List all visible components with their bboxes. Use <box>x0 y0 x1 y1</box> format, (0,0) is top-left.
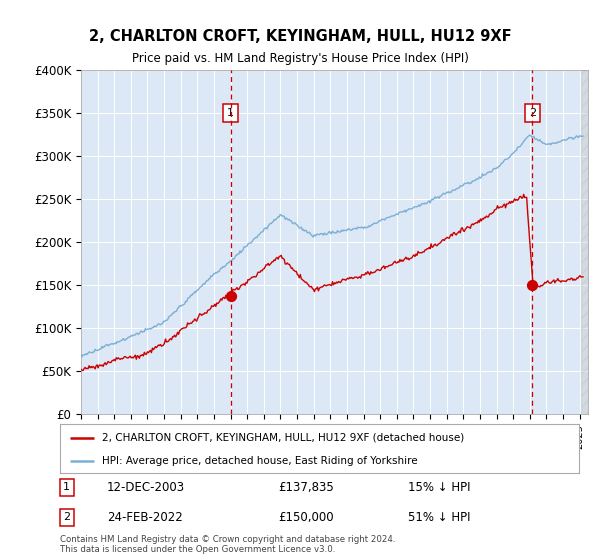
Text: 12-DEC-2003: 12-DEC-2003 <box>107 481 185 494</box>
Text: HPI: Average price, detached house, East Riding of Yorkshire: HPI: Average price, detached house, East… <box>101 456 417 466</box>
Text: Contains HM Land Registry data © Crown copyright and database right 2024.
This d: Contains HM Land Registry data © Crown c… <box>60 535 395 554</box>
Text: 1: 1 <box>227 108 234 118</box>
Point <box>527 281 537 290</box>
Text: 2, CHARLTON CROFT, KEYINGHAM, HULL, HU12 9XF (detached house): 2, CHARLTON CROFT, KEYINGHAM, HULL, HU12… <box>101 433 464 443</box>
Point <box>226 291 235 300</box>
Text: 15% ↓ HPI: 15% ↓ HPI <box>408 481 470 494</box>
Text: £150,000: £150,000 <box>278 511 334 524</box>
Text: 2: 2 <box>63 512 70 522</box>
Text: 1: 1 <box>63 482 70 492</box>
Text: 24-FEB-2022: 24-FEB-2022 <box>107 511 182 524</box>
Text: 2: 2 <box>529 108 536 118</box>
Text: £137,835: £137,835 <box>278 481 334 494</box>
Text: Price paid vs. HM Land Registry's House Price Index (HPI): Price paid vs. HM Land Registry's House … <box>131 52 469 66</box>
Text: 2, CHARLTON CROFT, KEYINGHAM, HULL, HU12 9XF: 2, CHARLTON CROFT, KEYINGHAM, HULL, HU12… <box>89 29 511 44</box>
Text: 51% ↓ HPI: 51% ↓ HPI <box>408 511 470 524</box>
Bar <box>581 70 588 414</box>
